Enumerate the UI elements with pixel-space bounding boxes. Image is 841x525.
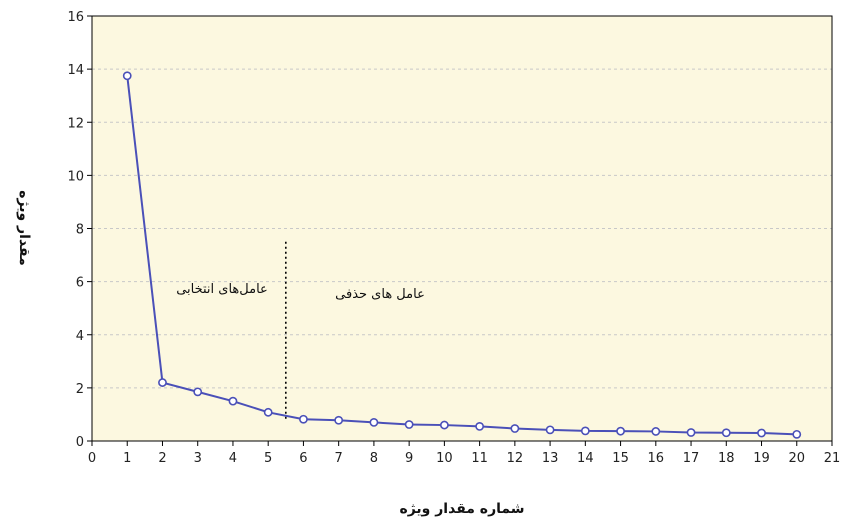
x-axis: 0 1 2 3 4 5 6 7 8 9 10 11 12 13 14 15 16 17 18 19 20 21 [88,441,840,466]
y-tick-label: 10 [67,169,84,184]
x-tick-label: 18 [718,451,735,466]
data-points [122,71,802,439]
y-tick-label: 12 [67,116,84,131]
x-tick-label: 14 [577,451,594,466]
data-point [263,407,273,417]
data-point [404,420,414,429]
x-tick-label: 16 [648,451,665,466]
data-point [475,421,485,431]
x-tick-label: 4 [229,451,237,466]
data-point [651,427,661,436]
x-tick-label: 10 [436,451,453,466]
annotation-removed-factors: عامل های حذفی [335,287,425,302]
data-point [369,418,379,427]
x-tick-label: 11 [471,451,488,466]
plot-area [92,16,832,441]
data-point [545,425,555,435]
x-tick-label: 19 [753,451,770,466]
x-tick-label: 8 [370,451,378,466]
data-point [757,428,766,438]
data-point [299,414,308,424]
y-tick-label: 2 [76,382,84,397]
x-tick-label: 0 [88,451,96,466]
y-tick-label: 6 [76,276,84,291]
data-point [439,420,449,430]
x-tick-label: 5 [264,451,272,466]
x-tick-label: 7 [335,451,343,466]
data-point [193,387,203,397]
x-tick-label: 6 [299,451,307,466]
x-tick-label: 20 [788,451,805,466]
x-tick-label: 1 [123,451,131,466]
y-axis-title: مقدار ویژه [16,190,32,266]
data-point [334,415,344,425]
data-point [721,428,731,438]
data-point [580,426,590,436]
x-tick-label: 2 [158,451,166,466]
y-tick-label: 14 [67,63,84,78]
y-tick-label: 16 [67,10,84,25]
y-tick-label: 4 [76,329,84,344]
x-tick-label: 12 [507,451,524,466]
x-tick-label: 21 [824,451,841,466]
x-tick-label: 15 [612,451,629,466]
y-tick-label: 8 [76,223,84,238]
x-tick-label: 3 [194,451,202,466]
annotation-selected-factors: عامل‌های انتخابی [176,282,268,297]
data-point [122,71,132,81]
data-point [510,424,520,433]
x-tick-label: 13 [542,451,559,466]
data-point [228,396,238,406]
series-line [126,75,797,436]
data-point [616,426,625,436]
y-axis: 0 2 4 6 8 10 12 14 16 [67,10,92,450]
y-tick-label: 0 [76,435,84,450]
x-axis-title: شماره مقدار ویژه [399,501,524,517]
data-point [158,378,167,387]
data-point [792,429,802,439]
x-tick-label: 9 [405,451,413,466]
x-tick-label: 17 [683,451,700,466]
data-point [686,428,696,437]
